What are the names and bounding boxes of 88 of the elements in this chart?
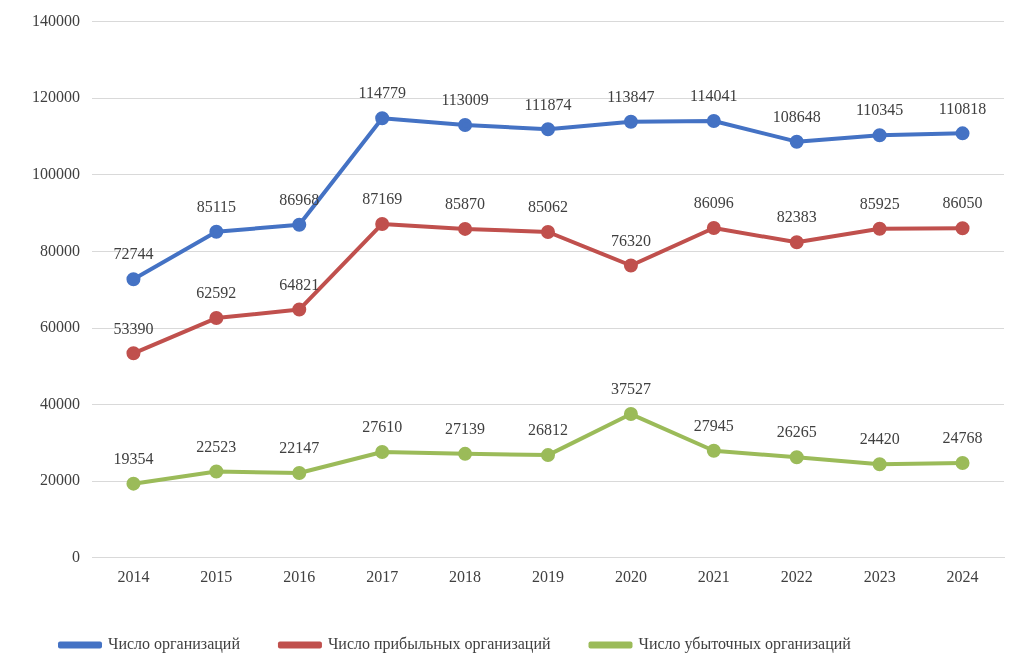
data-label: 26265 [776, 423, 817, 441]
point [623, 258, 638, 273]
data-label: 19354 [113, 449, 154, 467]
x-tick-label: 2024 [946, 567, 979, 585]
data-label: 72744 [113, 245, 154, 263]
data-label: 86050 [942, 194, 983, 212]
data-label: 86968 [279, 190, 320, 208]
legend-label: Число убыточных организаций [638, 635, 852, 654]
data-label: 22523 [196, 437, 237, 455]
x-tick-label: 2020 [614, 567, 647, 585]
data-label: 113009 [441, 91, 489, 109]
point [458, 117, 473, 132]
data-label: 76320 [610, 231, 651, 249]
data-label: 108648 [772, 107, 821, 125]
point [955, 126, 970, 141]
data-label: 37527 [610, 380, 651, 398]
point [872, 457, 887, 472]
point [706, 221, 721, 236]
point [209, 464, 224, 479]
point [955, 455, 970, 470]
point [706, 114, 721, 129]
point [375, 216, 390, 231]
data-label: 86096 [693, 194, 734, 212]
data-label: 87169 [362, 190, 403, 208]
data-label: 113847 [607, 87, 655, 105]
data-label: 22147 [279, 439, 320, 457]
point [292, 217, 307, 232]
data-label: 114041 [690, 87, 738, 105]
data-label: 85925 [859, 194, 900, 212]
y-tick-label: 60000 [40, 318, 80, 336]
point [126, 346, 141, 361]
point [955, 221, 970, 236]
y-tick-label: 0 [72, 548, 80, 565]
point [541, 448, 555, 463]
data-label: 85870 [445, 195, 486, 213]
point [789, 450, 804, 465]
point [458, 221, 473, 236]
point [872, 128, 887, 143]
legend-label: Число прибыльных организаций [327, 635, 551, 654]
data-label: 27945 [693, 416, 734, 434]
y-tick-label: 80000 [40, 241, 80, 259]
point [292, 465, 307, 480]
x-tick-label: 2019 [532, 567, 564, 585]
point [292, 302, 307, 317]
legend-label: Число организаций [108, 635, 241, 654]
y-tick-label: 40000 [40, 394, 80, 412]
data-label: 24420 [859, 430, 900, 448]
point [789, 235, 804, 250]
data-label: 111874 [524, 95, 572, 113]
point [126, 476, 141, 491]
data-label: 82383 [776, 208, 817, 226]
point [623, 407, 638, 422]
point [375, 111, 390, 126]
y-tick-label: 140000 [32, 11, 80, 29]
x-tick-label: 2014 [117, 567, 150, 585]
y-tick-label: 120000 [32, 88, 80, 106]
point [375, 445, 390, 460]
x-tick-label: 2022 [780, 567, 813, 585]
point [126, 272, 141, 287]
point [541, 122, 555, 137]
data-label: 110345 [855, 101, 904, 119]
data-label: 24768 [942, 429, 983, 447]
point [209, 311, 224, 326]
point [623, 114, 638, 129]
data-label: 85115 [196, 198, 237, 216]
x-tick-label: 2015 [200, 567, 233, 585]
data-label: 114779 [358, 84, 406, 102]
data-label: 64821 [279, 275, 320, 293]
y-tick-label: 100000 [32, 165, 80, 182]
x-tick-label: 2016 [283, 567, 316, 585]
point [209, 224, 224, 239]
data-label: 85062 [528, 198, 568, 216]
point [458, 446, 473, 461]
point [789, 134, 804, 149]
data-label: 26812 [528, 421, 568, 439]
y-tick-label: 20000 [40, 471, 80, 489]
data-label: 110818 [938, 99, 987, 117]
x-tick-label: 2017 [366, 567, 399, 585]
point [706, 443, 721, 458]
data-label: 27139 [445, 420, 486, 438]
data-label: 53390 [113, 319, 154, 337]
x-tick-label: 2018 [449, 567, 482, 585]
point [872, 221, 887, 236]
point [541, 225, 555, 240]
data-label: 62592 [196, 284, 237, 302]
data-label: 27610 [362, 418, 403, 436]
x-tick-label: 2023 [863, 567, 896, 585]
x-tick-label: 2021 [697, 567, 730, 585]
